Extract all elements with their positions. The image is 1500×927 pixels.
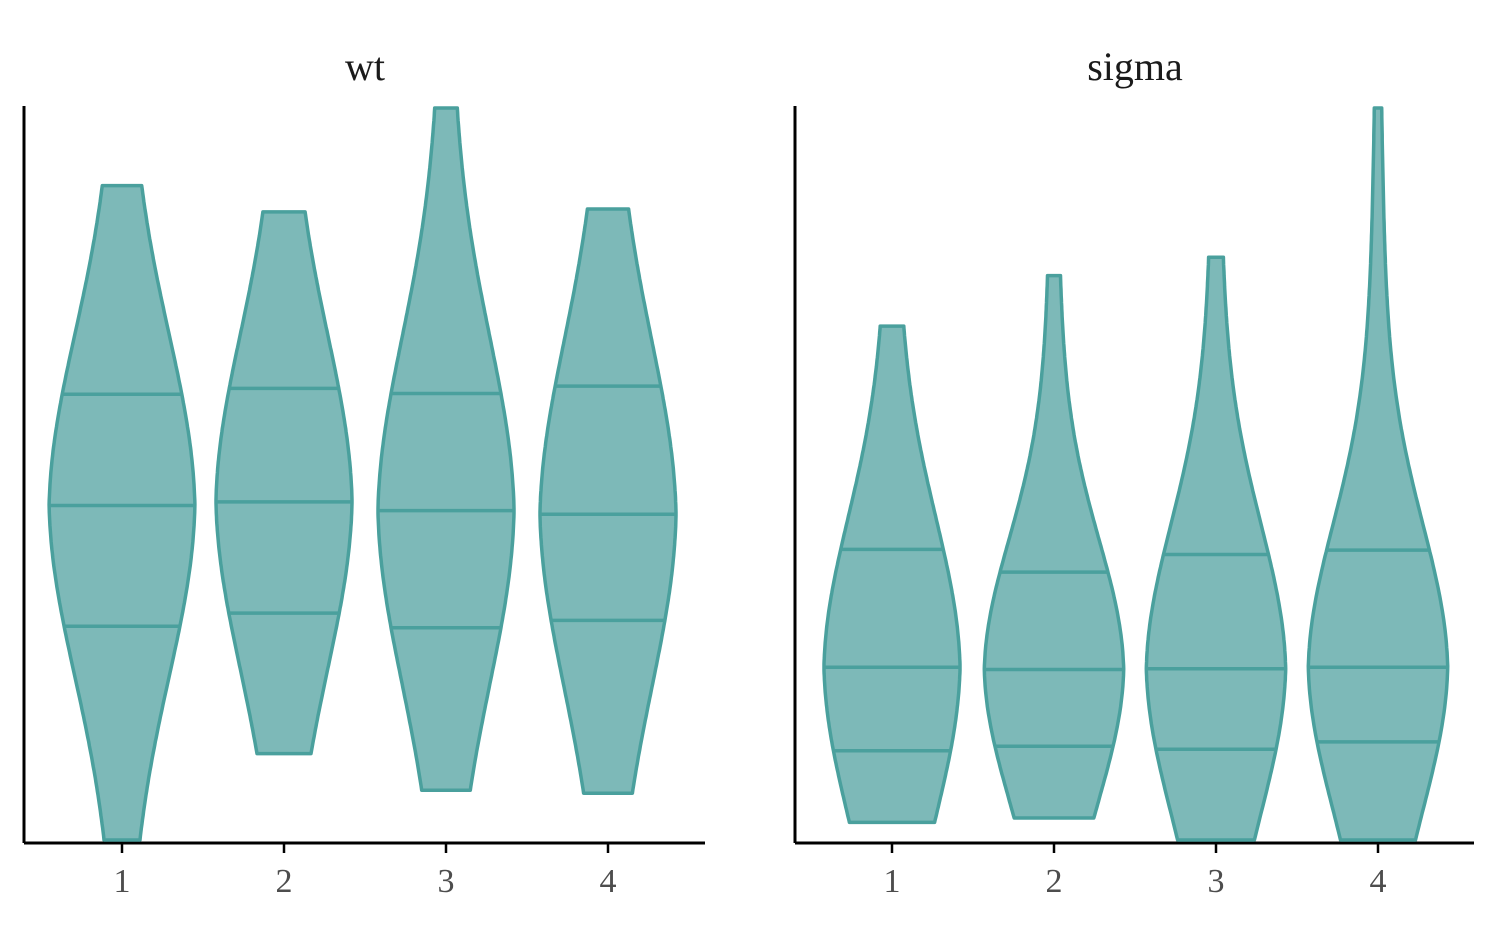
x-tick-label: 4: [1370, 863, 1387, 900]
violin-1: [47, 183, 197, 842]
x-tick-label: 2: [1046, 863, 1063, 900]
violin-body: [1306, 106, 1450, 842]
panels: wt 1 2 3 4 sigma 1 2 3 4: [22, 44, 1474, 900]
violin-body: [538, 207, 678, 795]
x-tick-label: 3: [1208, 863, 1225, 900]
violin-body: [376, 106, 516, 792]
violin-body: [1144, 255, 1288, 842]
violin-4: [1306, 106, 1450, 842]
x-tick-label: 4: [600, 863, 617, 900]
violin-2: [982, 273, 1126, 820]
violin-3: [376, 106, 516, 792]
violin-2: [214, 210, 354, 756]
violin-body: [822, 324, 962, 825]
panel-wt: wt 1 2 3 4: [22, 44, 705, 900]
x-tick-label: 1: [884, 863, 901, 900]
panel-title: wt: [345, 44, 385, 89]
violin-body: [214, 210, 354, 756]
violin-1: [822, 324, 962, 825]
x-tick-label: 1: [114, 863, 131, 900]
panel-title: sigma: [1087, 44, 1183, 89]
violin-body: [47, 183, 197, 842]
panel-sigma: sigma 1 2 3 4: [793, 44, 1474, 900]
violin-3: [1144, 255, 1288, 842]
x-tick-label: 3: [438, 863, 455, 900]
x-tick-label: 2: [276, 863, 293, 900]
violin-body: [982, 273, 1126, 820]
violin-4: [538, 207, 678, 795]
